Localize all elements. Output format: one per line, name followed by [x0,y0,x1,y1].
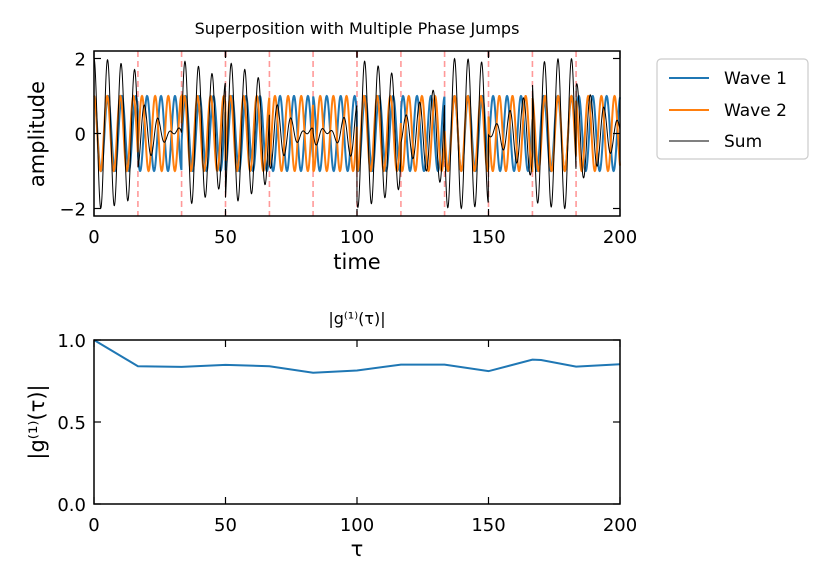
x-tick-label: 200 [603,515,637,536]
series-sum-line [93,57,621,210]
y-tick-label: 0.0 [57,495,86,516]
bottom-series-group [93,339,621,374]
top-chart-title: Superposition with Multiple Phase Jumps [195,19,520,38]
top-ticks: 0 50 100 150 200−202 [59,50,637,249]
x-tick-label: 0 [88,227,99,248]
x-tick-label: 200 [603,227,637,248]
top-series-group [93,57,621,210]
legend-box [656,58,809,160]
bottom-chart: |g⁽¹⁾(τ)| 0 50 100 150 200 0.0 0.5 1.0 τ |g⁽¹⁾(… [25,309,637,561]
top-chart: Superposition with Multiple Phase Jumps … [25,19,809,274]
x-tick-label: 100 [340,515,374,536]
y-tick-label: 2 [75,50,86,71]
y-tick-label: −2 [59,200,86,221]
top-y-axis-label: amplitude [25,81,49,187]
bottom-ticks: 0 50 100 150 200 0.0 0.5 1.0 [57,331,637,536]
bottom-x-axis-label: τ [351,537,364,561]
legend-label-wave1: Wave 1 [724,69,787,89]
legend-label-wave2: Wave 2 [724,101,787,121]
x-tick-label: 100 [340,227,374,248]
y-tick-label: 0 [75,125,86,146]
series-g1-line [93,339,621,374]
x-tick-label: 150 [471,515,505,536]
bottom-y-axis-label: |g⁽¹⁾(τ)| [25,384,50,459]
legend: Wave 1 Wave 2 Sum [656,58,809,160]
x-tick-label: 50 [214,515,237,536]
legend-label-sum: Sum [724,132,762,152]
y-tick-label: 1.0 [57,331,86,352]
top-x-axis-label: time [333,250,380,274]
x-tick-label: 50 [214,227,237,248]
bottom-chart-title: |g⁽¹⁾(τ)| [328,309,385,328]
y-tick-label: 0.5 [57,413,86,434]
x-tick-label: 0 [88,515,99,536]
x-tick-label: 150 [471,227,505,248]
